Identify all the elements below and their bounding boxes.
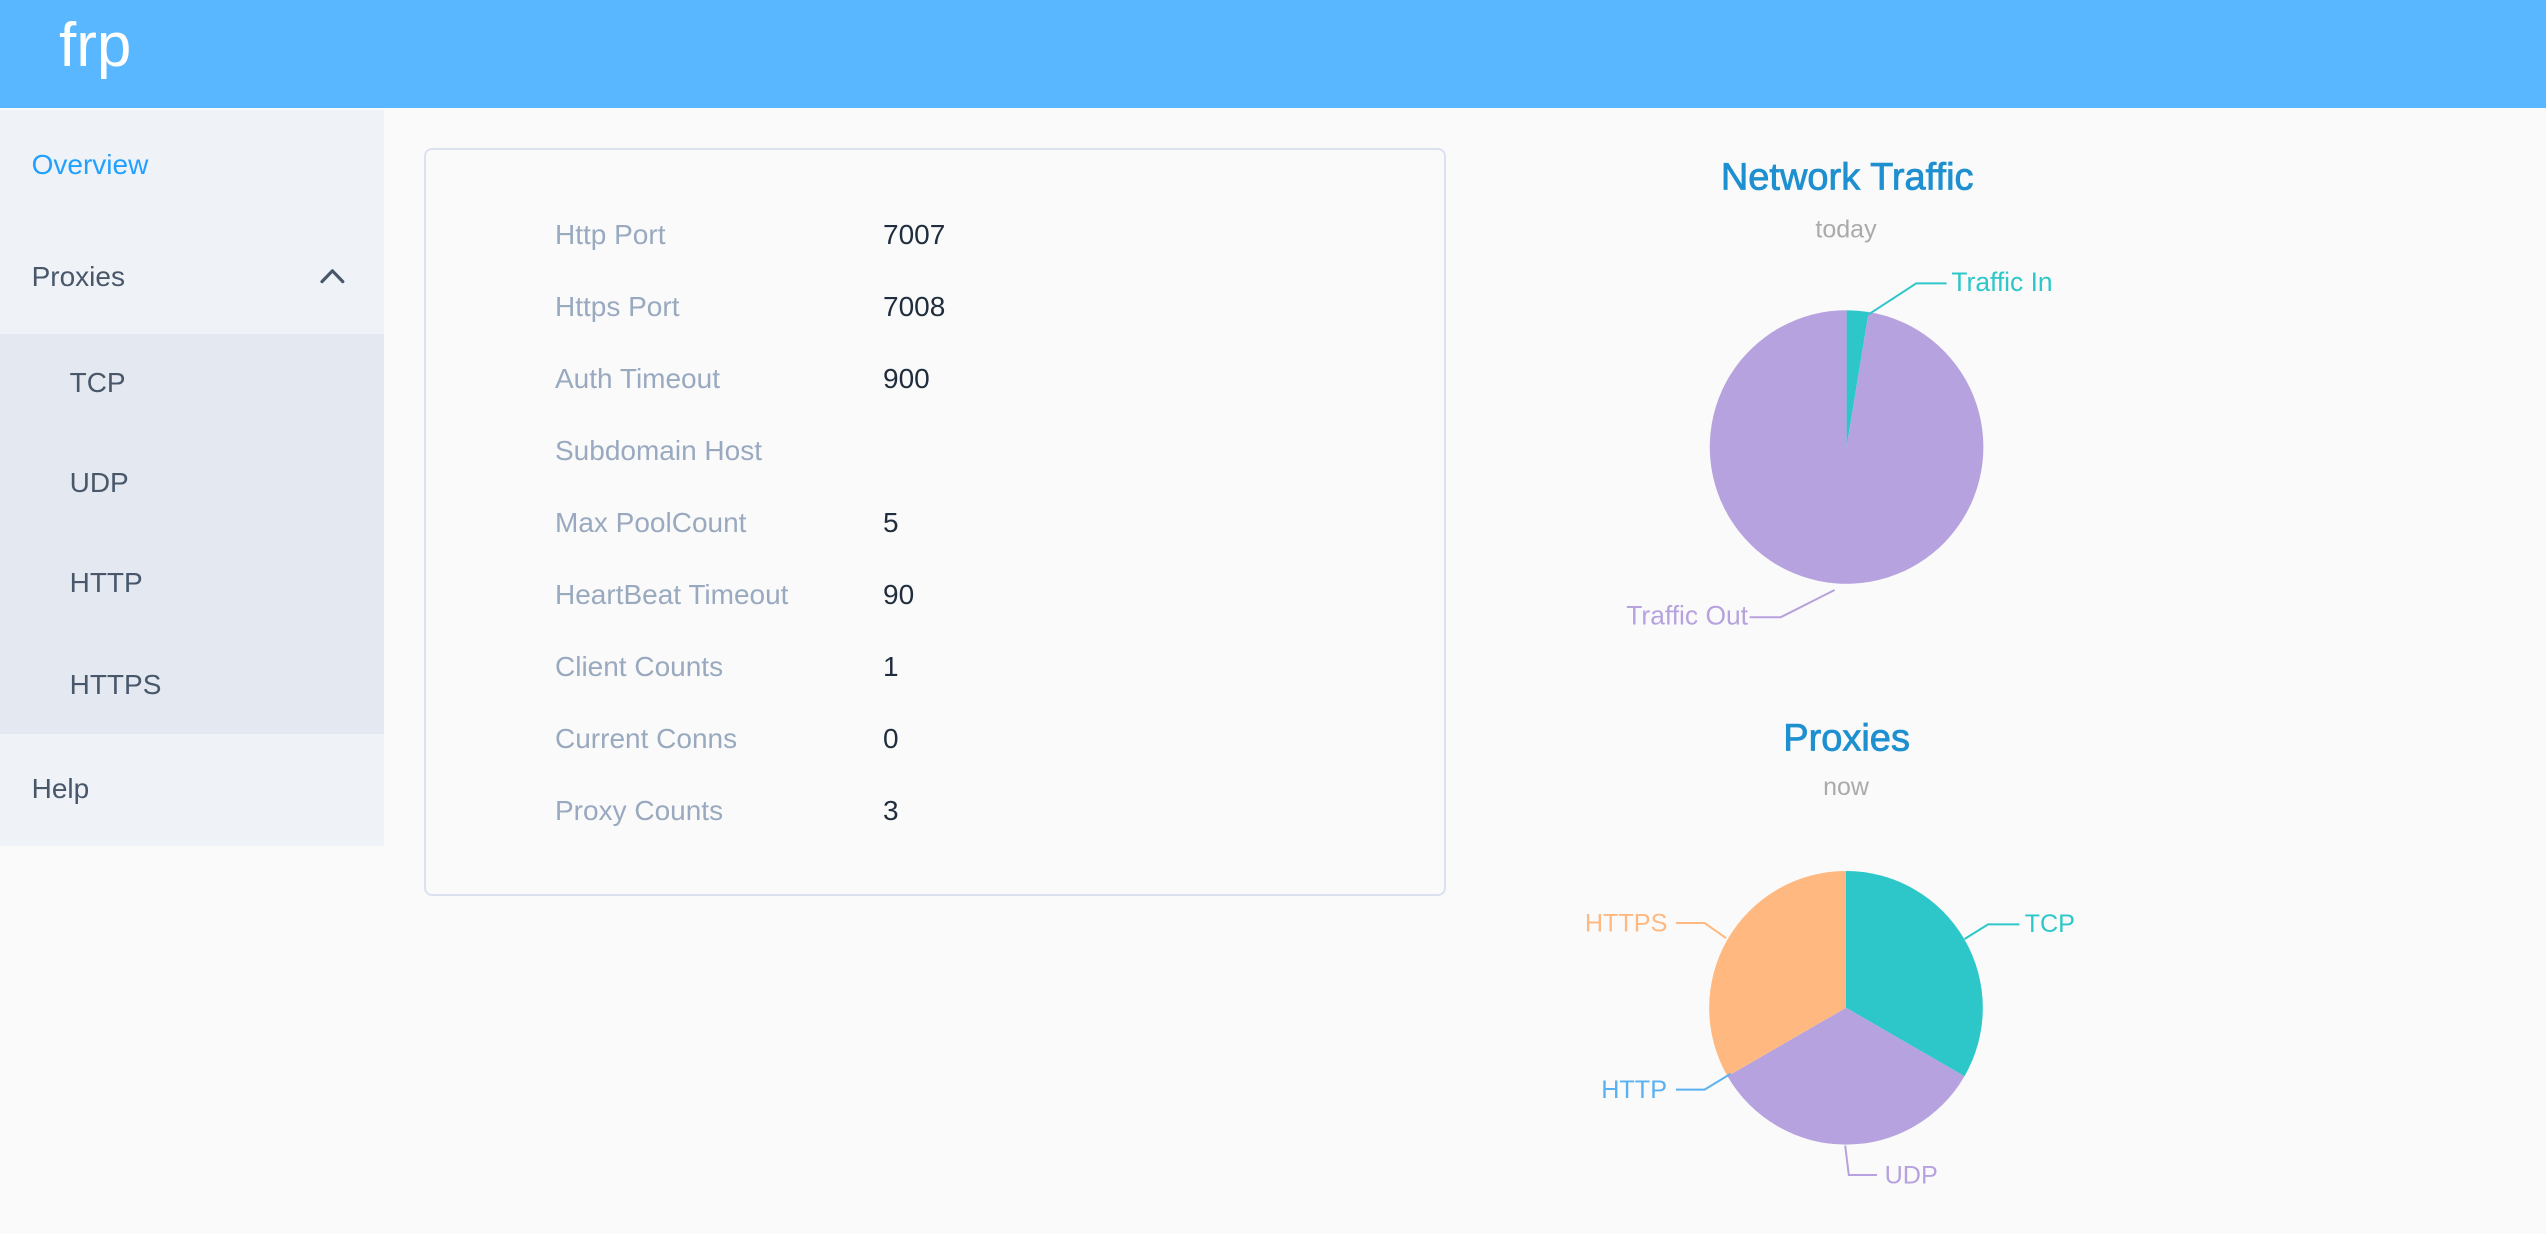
svg-text:HTTPS: HTTPS xyxy=(1585,910,1668,938)
svg-text:TCP: TCP xyxy=(2025,910,2075,938)
svg-text:Network Traffic: Network Traffic xyxy=(1721,157,1974,199)
svg-text:Traffic Out: Traffic Out xyxy=(1626,601,1748,631)
svg-text:UDP: UDP xyxy=(1885,1162,1938,1190)
svg-text:now: now xyxy=(1823,773,1870,801)
svg-text:today: today xyxy=(1815,215,1877,243)
svg-text:Traffic In: Traffic In xyxy=(1951,267,2052,297)
svg-text:HTTP: HTTP xyxy=(1601,1076,1667,1104)
svg-text:Proxies: Proxies xyxy=(1783,718,1910,760)
